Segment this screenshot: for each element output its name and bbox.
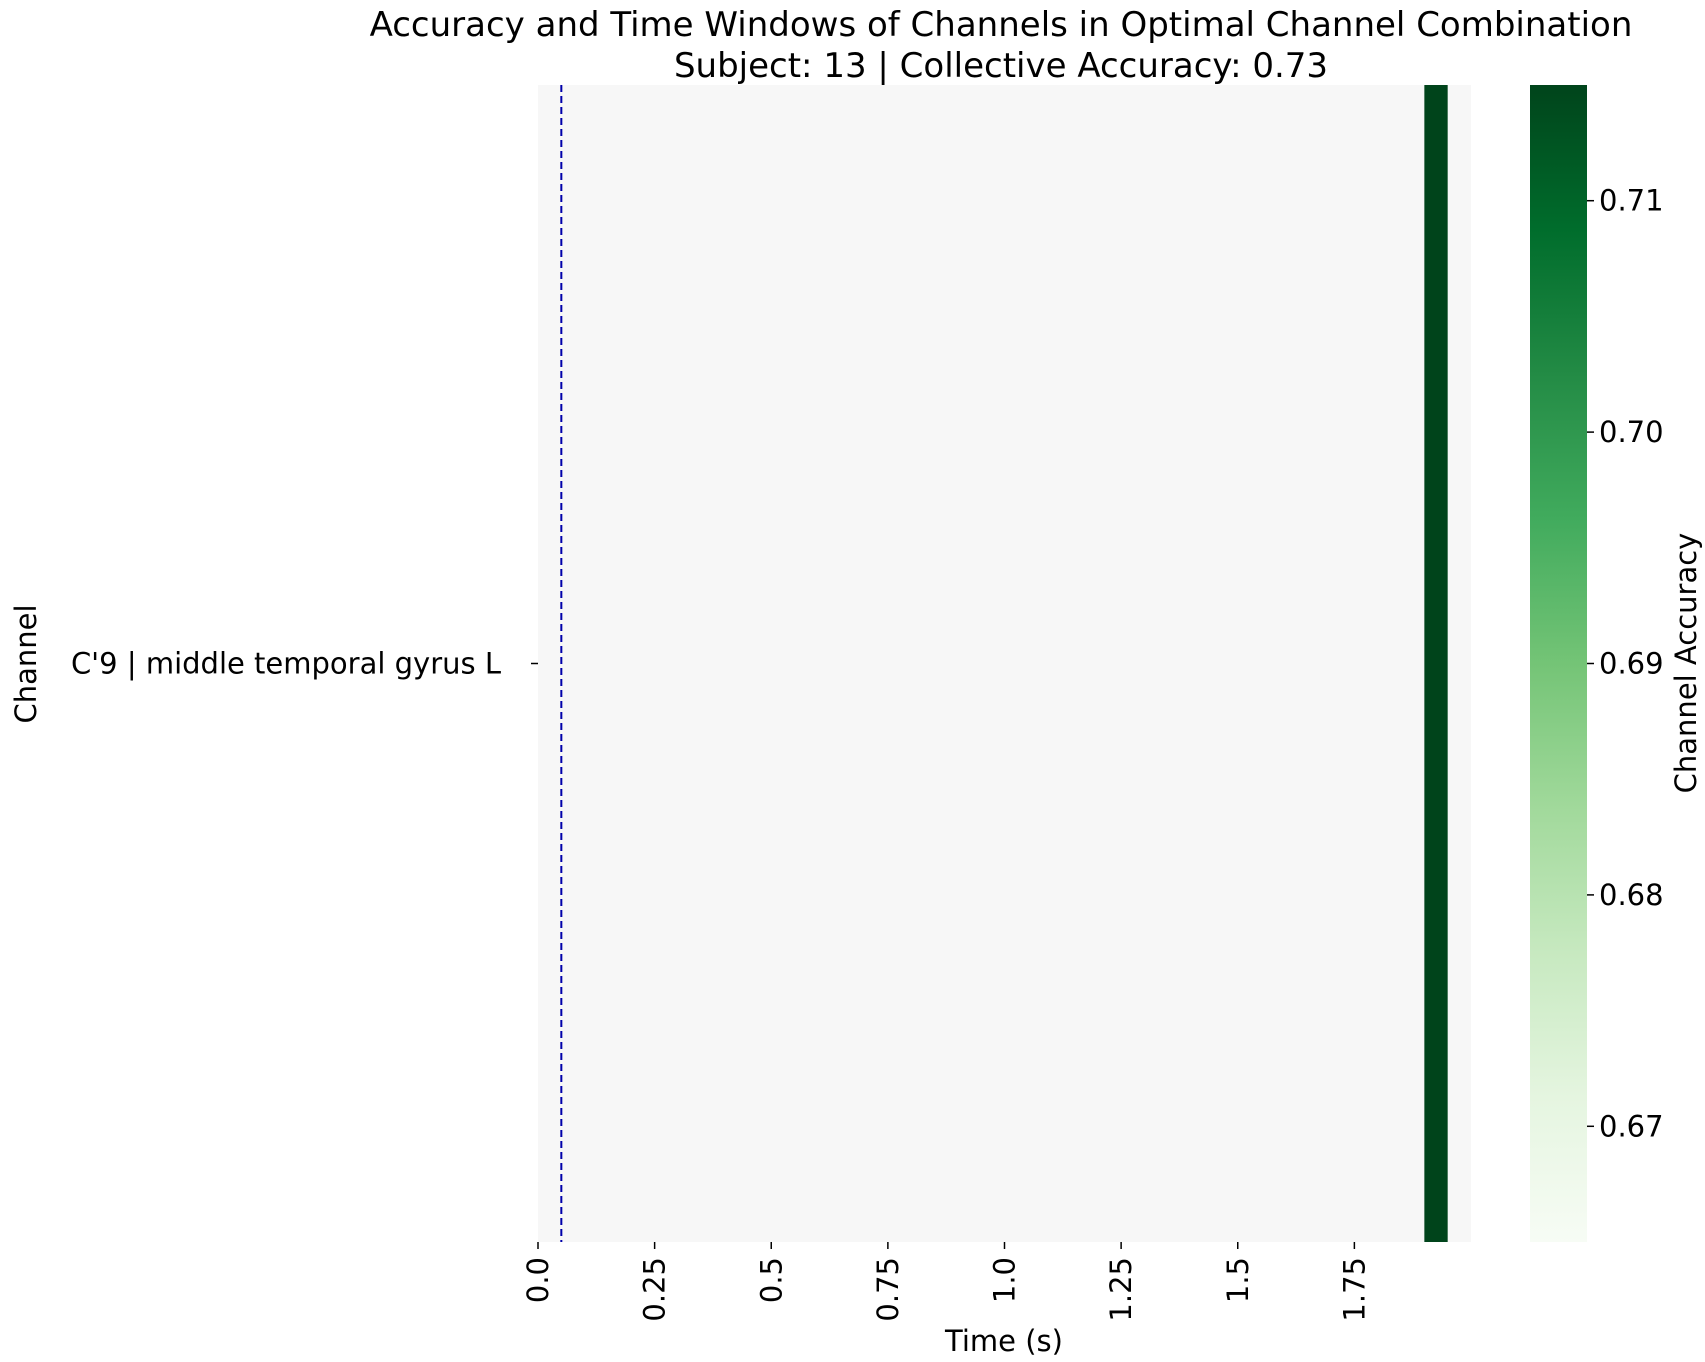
- x-tick-label: 0.75: [871, 1257, 905, 1322]
- x-tick-label: 0.0: [521, 1257, 555, 1303]
- x-axis-label: Time (s): [944, 1324, 1063, 1358]
- heatmap-background: [538, 85, 1471, 1242]
- x-axis-ticks: 0.0 0.25 0.5 0.75 1.0 1.25 1.5 1.75: [521, 1242, 1371, 1322]
- x-tick-label: 0.5: [754, 1257, 788, 1303]
- colorbar-tick-label: 0.71: [1599, 184, 1664, 218]
- colorbar-ticks: 0.67 0.68 0.69 0.70 0.71: [1587, 184, 1664, 1143]
- colorbar: [1530, 85, 1587, 1242]
- x-tick-label: 1.0: [988, 1257, 1022, 1303]
- chart-title: Accuracy and Time Windows of Channels in…: [370, 5, 1633, 45]
- y-axis-ticks: C'9 | middle temporal gyrus L: [71, 647, 538, 681]
- colorbar-tick-label: 0.68: [1599, 878, 1664, 912]
- colorbar-label: Channel Accuracy: [1669, 533, 1703, 794]
- colorbar-tick-label: 0.67: [1599, 1109, 1664, 1143]
- colorbar-tick-label: 0.70: [1599, 415, 1664, 449]
- y-axis-label: Channel: [9, 604, 43, 723]
- heatmap-cells: [1424, 85, 1448, 1242]
- chart-subtitle: Subject: 13 | Collective Accuracy: 0.73: [674, 46, 1328, 86]
- heatmap-cell: [1424, 85, 1448, 1242]
- x-tick-label: 1.75: [1337, 1257, 1371, 1322]
- x-tick-label: 0.25: [638, 1257, 672, 1322]
- colorbar-tick-label: 0.69: [1599, 647, 1664, 681]
- y-tick-label: C'9 | middle temporal gyrus L: [71, 647, 501, 681]
- x-tick-label: 1.25: [1104, 1257, 1138, 1322]
- x-tick-label: 1.5: [1221, 1257, 1255, 1303]
